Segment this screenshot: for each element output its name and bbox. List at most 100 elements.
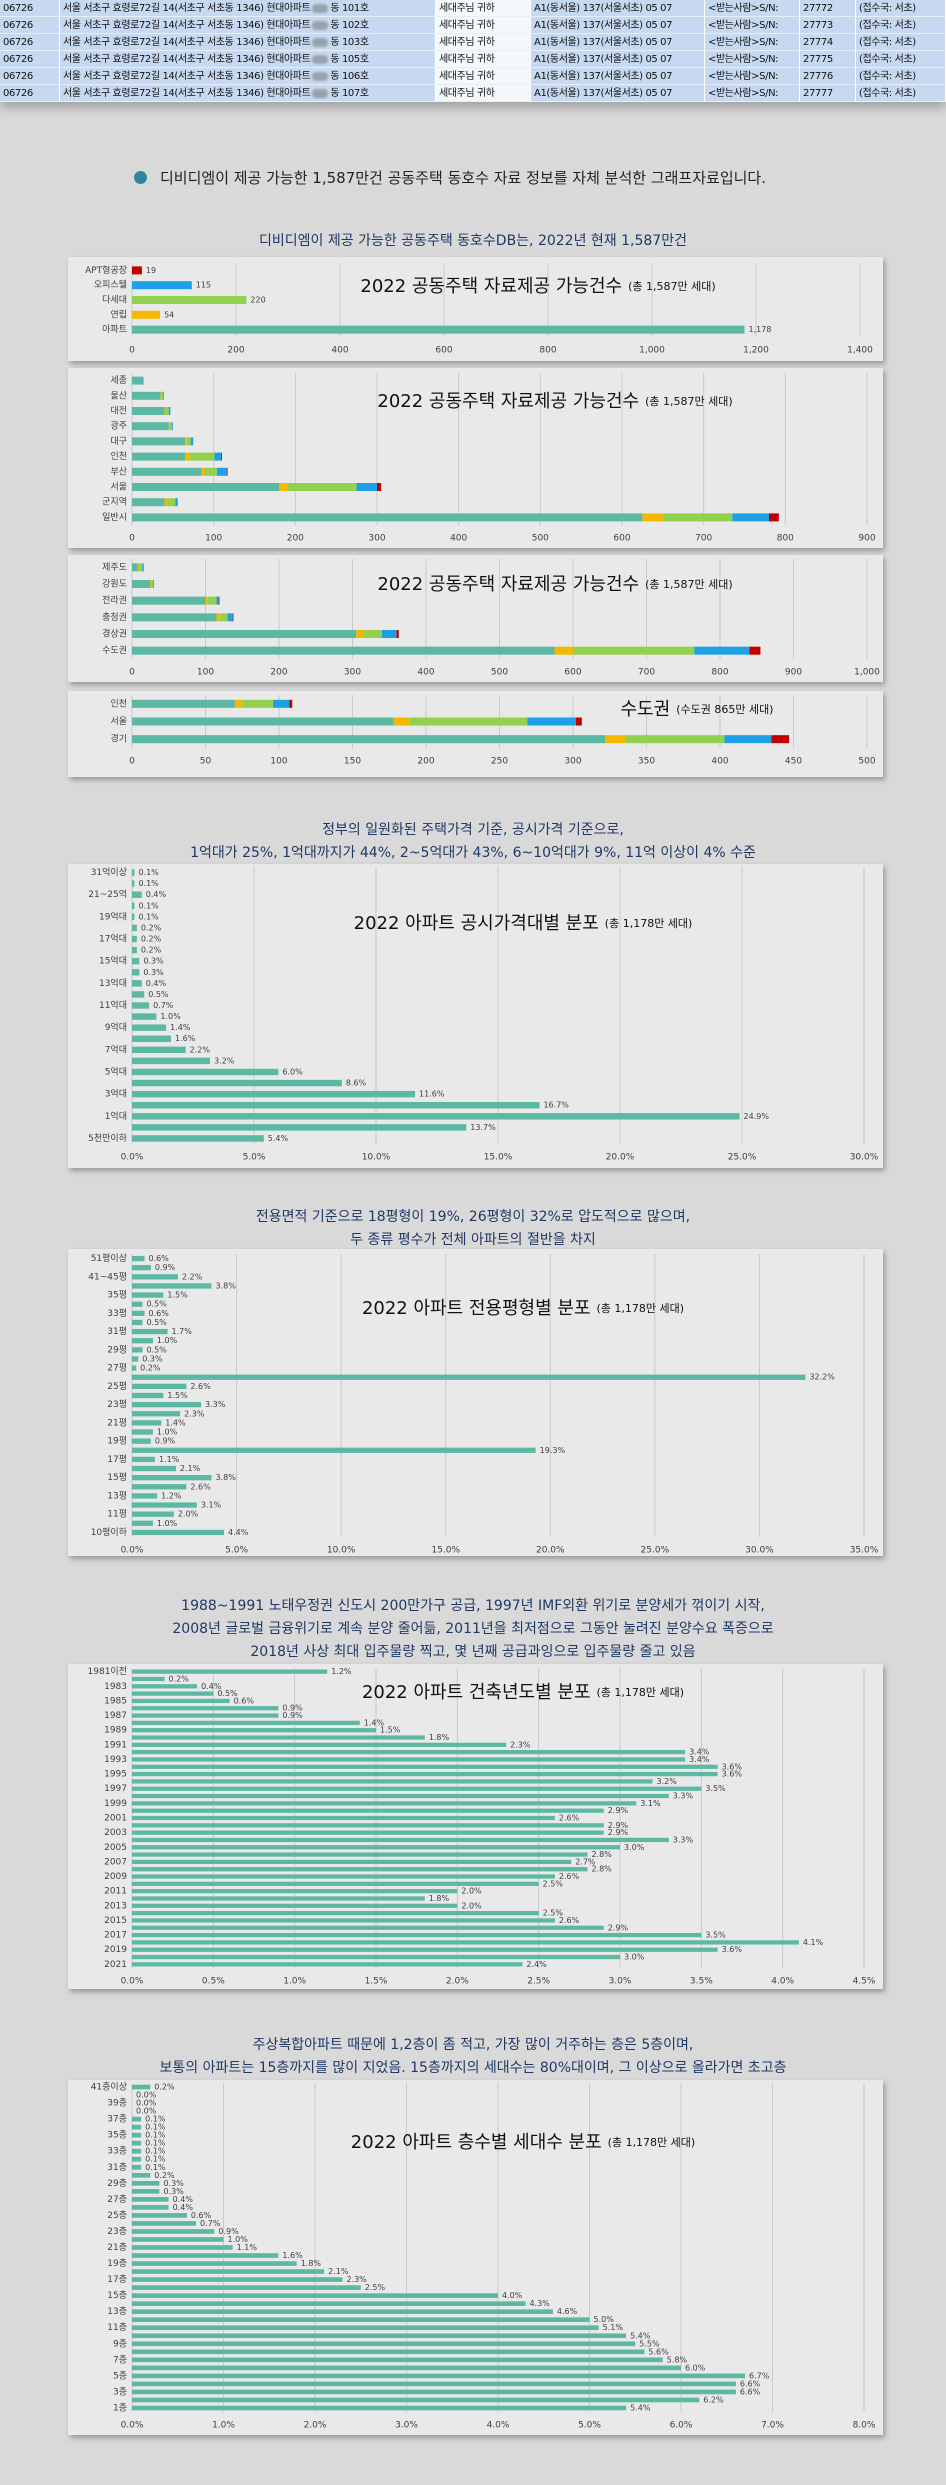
x-tick-label: 200 <box>227 346 244 356</box>
heading-line: 2008년 글로벌 금융위기로 계속 분양 줄어듦, 2011년을 최저점으로 … <box>172 1621 774 1637</box>
y-tick-label: 전라권 <box>102 594 127 606</box>
title: 2022 공동주택 자료제공 가능건수 <box>377 391 639 412</box>
x-tick-label: 35.0% <box>850 1546 879 1556</box>
section-heading: 정부의 일원화된 주택가격 기준, 공시가격 기준으로, 1억대가 25%, 1억… <box>0 819 946 865</box>
x-tick-label: 200 <box>287 534 304 544</box>
x-tick-label: 1,400 <box>847 346 873 356</box>
data-label: 2.0% <box>461 1901 482 1910</box>
sn-label-cell: <받는사람>S/N: <box>705 51 800 68</box>
bar <box>132 1493 158 1499</box>
data-label: 2.3% <box>184 1409 205 1418</box>
y-tick-label: 아파트 <box>102 324 127 335</box>
y-tick-label: 2021 <box>104 1960 127 1970</box>
y-tick-label: 1997 <box>104 1784 127 1794</box>
chart-title: 수도권 (수도권 865만 세대) <box>621 699 774 720</box>
chart-title: 2022 아파트 전용평형별 분포 (총 1,178만 세대) <box>362 1298 684 1319</box>
y-tick-label: 1993 <box>104 1755 127 1765</box>
bar <box>132 2301 526 2306</box>
code-cell: A1(동서울) 137(서울서초) 05 07 <box>531 0 705 17</box>
data-label: 1.0% <box>157 1519 178 1528</box>
address: 서울 서초구 효령로72길 14(서초구 서초동 1346) 현대아파트 <box>63 88 311 99</box>
bar <box>132 2397 700 2403</box>
x-tick-label: 400 <box>417 668 434 678</box>
bar-segment <box>164 407 166 415</box>
x-tick-label: 800 <box>539 346 556 356</box>
bar-segment <box>132 437 186 446</box>
bar-segment <box>771 735 790 744</box>
bar <box>132 1411 181 1417</box>
x-tick-label: 15.0% <box>484 1153 513 1163</box>
y-tick-label: 오피스텔 <box>94 279 127 291</box>
bar <box>132 1706 279 1711</box>
y-tick-label: 울산 <box>110 390 127 401</box>
bar-segment <box>216 596 219 605</box>
bar-segment <box>232 613 234 622</box>
bar-segment <box>172 422 173 431</box>
x-tick-label: 600 <box>564 668 581 678</box>
data-label: 3.3% <box>673 1835 694 1844</box>
bar <box>132 1392 164 1399</box>
sn-label-cell: <받는사람>S/N: <box>705 68 800 85</box>
x-tick-label: 0 <box>129 346 135 356</box>
table-row: 06726 서울 서초구 효령로72길 14(서초구 서초동 1346) 현대아파… <box>0 68 946 85</box>
data-label: 19.3% <box>540 1446 566 1455</box>
chart: 0.0% 1.0% 2.0% 3.0% 4.0% 5.0% 6.0% 7.0% 8.0% 41층이… <box>91 2082 876 2431</box>
bar <box>132 957 140 965</box>
bar-segment <box>161 391 164 400</box>
address-cell: 서울 서초구 효령로72길 14(서초구 서초동 1346) 현대아파트 동 10… <box>60 0 436 17</box>
bar <box>132 1779 653 1784</box>
data-label: 2.9% <box>608 1806 629 1815</box>
x-tick-label: 300 <box>564 757 581 767</box>
data-label: 0.6% <box>234 1696 255 1705</box>
greeting-cell: 세대주님 귀하 <box>436 34 531 51</box>
data-label: 1.8% <box>429 1894 450 1903</box>
data-label: 6.6% <box>740 2387 761 2396</box>
x-tick-label: 400 <box>331 346 348 356</box>
chart-title: 2022 공동주택 자료제공 가능건수 (총 1,587만 세대) <box>360 276 715 297</box>
bar-segment <box>381 630 397 638</box>
bar-segment <box>132 699 235 708</box>
bar <box>132 1013 157 1020</box>
y-tick-label: 21층 <box>107 2242 127 2253</box>
data-label: 0.0% <box>136 2107 157 2116</box>
bar <box>132 1265 151 1271</box>
y-tick-label: 31억이상 <box>91 866 127 878</box>
bar-segment <box>132 646 555 655</box>
y-tick-label: 1983 <box>104 1682 127 1692</box>
bar <box>132 1852 588 1857</box>
y-tick-label: 9억대 <box>105 1021 127 1033</box>
unit: 동 107호 <box>330 88 369 99</box>
bar-segment <box>150 580 152 588</box>
x-tick-label: 5.0% <box>225 1546 248 1556</box>
bar-segment <box>163 391 164 400</box>
office-cell: (접수국: 서초) <box>856 0 946 17</box>
x-tick-label: 200 <box>270 668 287 678</box>
data-label: 1.7% <box>172 1327 193 1336</box>
zip-cell: 06726 <box>0 68 60 85</box>
bar-segment <box>132 735 606 744</box>
data-label: 0.1% <box>138 912 159 921</box>
data-label: 1.2% <box>331 1667 352 1676</box>
bar-segment <box>625 735 725 744</box>
office-cell: (접수국: 서초) <box>856 34 946 51</box>
y-tick-label: 35층 <box>107 2130 127 2141</box>
section-heading: 1988~1991 노태우정권 신도시 200만가구 공급, 1997년 IMF… <box>0 1595 946 1664</box>
y-tick-label: 25층 <box>107 2210 127 2221</box>
bar <box>132 991 145 998</box>
bar <box>132 1720 360 1725</box>
data-label: 2.5% <box>365 2283 386 2292</box>
x-tick-label: 0.5% <box>202 1977 225 1987</box>
data-label: 5.4% <box>630 2403 651 2412</box>
bar <box>132 2213 187 2218</box>
address: 서울 서초구 효령로72길 14(서초구 서초동 1346) 현대아파트 <box>63 3 311 14</box>
bar <box>132 1438 151 1444</box>
sn-label-cell: <받는사람>S/N: <box>705 0 800 17</box>
data-label: 0.3% <box>143 968 164 977</box>
y-tick-label: 서울 <box>110 716 127 727</box>
x-tick-label: 1,000 <box>639 346 665 356</box>
data-label: 8.6% <box>346 1079 367 1088</box>
bar <box>132 2164 142 2170</box>
x-tick-label: 30.0% <box>850 1153 879 1163</box>
address-cell: 서울 서초구 효령로72길 14(서초구 서초동 1346) 현대아파트 동 10… <box>60 51 436 68</box>
